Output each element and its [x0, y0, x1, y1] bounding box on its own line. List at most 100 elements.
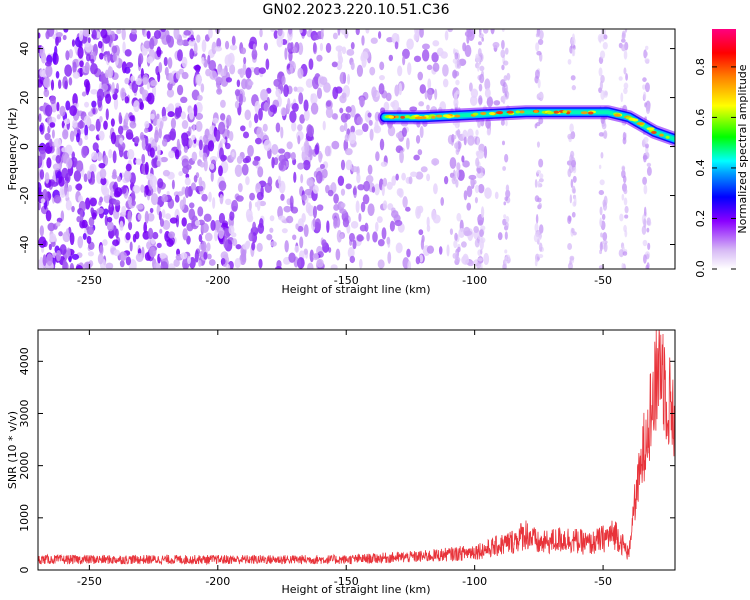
noise-blob [59, 244, 67, 255]
noise-blob [602, 199, 607, 207]
spectrogram-x-label: Height of straight line (km) [281, 283, 430, 296]
signal-hotspot [446, 115, 452, 119]
noise-blob [319, 163, 325, 170]
noise-blob [270, 29, 276, 32]
noise-blob [255, 137, 262, 145]
noise-blob [372, 231, 378, 243]
noise-blob [75, 265, 83, 269]
noise-blob [624, 214, 629, 219]
noise-blob [603, 242, 608, 253]
noise-blob [122, 41, 126, 54]
noise-blob [475, 150, 480, 156]
noise-blob [100, 29, 108, 39]
noise-blob [298, 92, 304, 105]
noise-blob [645, 45, 649, 51]
noise-blob [398, 82, 403, 96]
noise-blob [218, 165, 223, 177]
noise-blob [456, 162, 461, 171]
noise-blob [137, 213, 142, 221]
noise-blob [69, 105, 78, 117]
noise-blob [599, 206, 603, 216]
noise-blob [180, 252, 188, 260]
noise-blob [173, 258, 180, 267]
noise-blob [382, 200, 388, 210]
noise-blob [220, 258, 226, 265]
noise-blob [379, 74, 385, 81]
noise-blob [97, 95, 103, 108]
noise-blob [147, 212, 155, 222]
noise-blob [129, 121, 137, 129]
noise-blob [182, 228, 188, 241]
noise-blob [567, 168, 572, 178]
noise-blob [71, 253, 80, 260]
noise-blob [293, 86, 298, 92]
noise-blob [407, 260, 412, 269]
noise-blob [287, 97, 291, 110]
noise-blob [111, 81, 115, 94]
noise-blob [208, 29, 213, 39]
noise-blob [113, 199, 121, 207]
noise-blob [415, 171, 424, 180]
noise-blob [394, 84, 400, 97]
noise-blob [39, 225, 44, 237]
noise-blob [84, 101, 90, 108]
noise-blob [39, 124, 44, 132]
noise-blob [449, 157, 457, 169]
snr-x-ticks: -250 -200 -150 -100 -50 [77, 330, 612, 588]
noise-blob [337, 175, 345, 186]
noise-blob [79, 60, 84, 68]
noise-blob [466, 202, 472, 211]
noise-blob [252, 43, 256, 51]
noise-blob [102, 239, 108, 246]
noise-blob [504, 231, 508, 240]
noise-blob [159, 252, 167, 259]
noise-blob [371, 186, 376, 193]
noise-blob [86, 170, 92, 180]
noise-blob [232, 238, 238, 247]
noise-blob [45, 30, 50, 40]
noise-blob [112, 239, 120, 247]
noise-blob [68, 77, 73, 86]
noise-blob [156, 242, 162, 249]
noise-blob [567, 133, 573, 140]
noise-blob [289, 110, 297, 123]
noise-blob [150, 80, 158, 87]
noise-blob [536, 141, 540, 148]
noise-blob [538, 30, 544, 40]
noise-blob [469, 95, 478, 106]
noise-blob [73, 128, 78, 137]
noise-blob [158, 210, 162, 221]
noise-blob [84, 61, 90, 74]
noise-blob [621, 166, 625, 172]
noise-blob [214, 46, 223, 52]
noise-blob [380, 161, 388, 167]
noise-blob [325, 106, 334, 119]
noise-blob [55, 221, 61, 227]
noise-blob [386, 236, 391, 245]
noise-blob [142, 77, 149, 86]
noise-blob [72, 71, 80, 79]
noise-blob [538, 178, 544, 183]
noise-blob [143, 221, 148, 234]
noise-blob [355, 129, 364, 136]
noise-blob [534, 178, 538, 188]
noise-blob [69, 262, 75, 269]
noise-blob [90, 207, 95, 214]
noise-blob [461, 255, 470, 265]
noise-blob [603, 90, 609, 98]
noise-blob [344, 133, 350, 142]
noise-blob [602, 41, 608, 50]
noise-blob [502, 94, 506, 103]
noise-blob [190, 34, 195, 42]
signal-hotspot [562, 110, 568, 114]
noise-blob [146, 56, 154, 64]
noise-blob [424, 90, 428, 100]
noise-blob [49, 138, 53, 147]
noise-blob [55, 32, 63, 38]
noise-blob [112, 53, 118, 62]
noise-blob [208, 134, 213, 142]
noise-blob [322, 120, 326, 131]
noise-blob [297, 162, 305, 170]
noise-blob [72, 93, 78, 107]
